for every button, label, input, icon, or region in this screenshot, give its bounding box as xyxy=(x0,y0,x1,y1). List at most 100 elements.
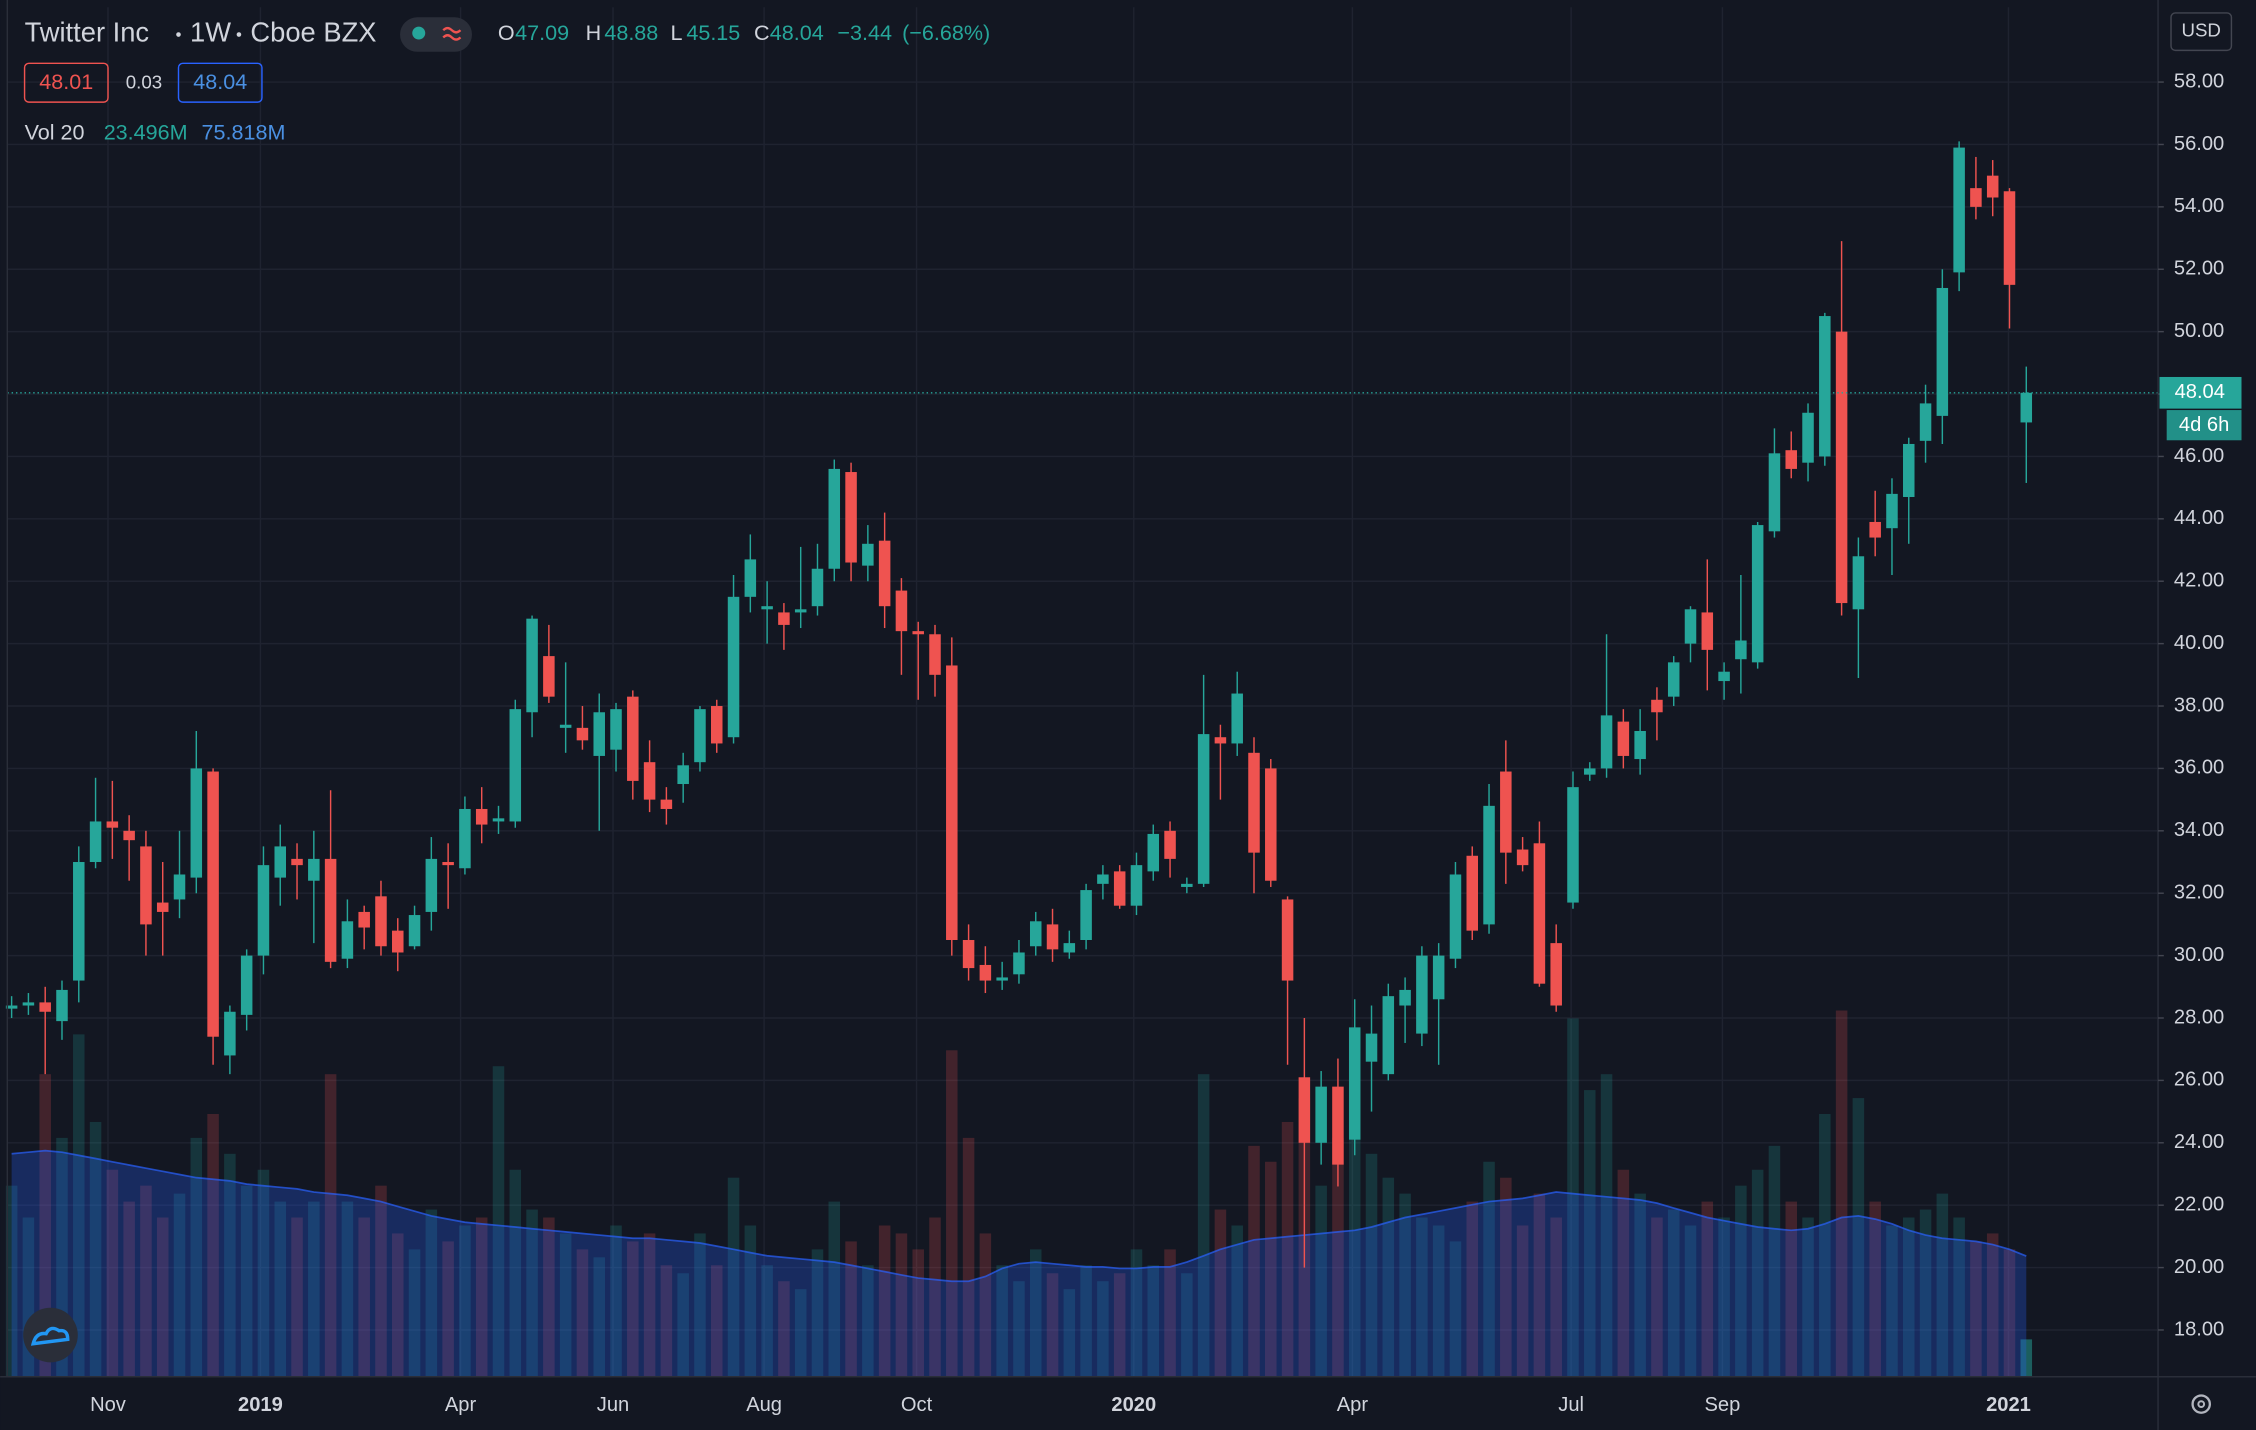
candle-body xyxy=(1130,865,1143,906)
volume-bar xyxy=(996,1265,1008,1377)
candle-body xyxy=(660,799,673,809)
volume-bar xyxy=(1130,1249,1143,1377)
volume-bar xyxy=(1718,1217,1730,1377)
gear xyxy=(2191,1394,2212,1414)
volume-bar xyxy=(5,1185,18,1377)
sell-button[interactable] xyxy=(23,62,109,103)
volume-bar xyxy=(660,1265,673,1377)
volume-bar xyxy=(123,1201,135,1377)
x-tick-label: 2019 xyxy=(238,1394,283,1416)
volume-bar xyxy=(1281,1121,1294,1377)
currency: USD xyxy=(2181,20,2220,41)
volume-bar xyxy=(1852,1098,1865,1377)
candle-body xyxy=(1298,1077,1311,1143)
volume-ma-area xyxy=(11,1150,2027,1377)
volume-bar xyxy=(324,1074,337,1377)
candle-body xyxy=(1802,412,1814,463)
candle-body xyxy=(1886,493,1898,529)
change-percent: (−6.68%) xyxy=(902,20,990,45)
volume-bar xyxy=(1265,1161,1277,1377)
volume-bar xyxy=(1970,1241,1982,1377)
volume-bar xyxy=(744,1225,757,1377)
candle-body xyxy=(1113,871,1126,906)
volume-bar xyxy=(1248,1145,1260,1377)
candle-body xyxy=(1315,1086,1327,1143)
volume-bar xyxy=(1348,1090,1361,1377)
candle-body xyxy=(1869,521,1881,538)
candle-body xyxy=(73,862,85,981)
candle-body xyxy=(123,830,135,841)
volume-bar xyxy=(593,1257,605,1377)
countdown: 4d 6h xyxy=(2179,414,2229,436)
candle-body xyxy=(1248,752,1260,853)
volume-bar xyxy=(828,1201,841,1377)
candle-body xyxy=(2003,191,2016,285)
candle-body xyxy=(1634,730,1646,760)
volume-bar xyxy=(627,1241,639,1377)
candle-body xyxy=(1365,1033,1378,1062)
candle-body xyxy=(1265,768,1277,881)
ohlc-low: 45.15 xyxy=(686,20,740,45)
volume-bar xyxy=(392,1233,404,1377)
volume-bar xyxy=(526,1209,538,1377)
volume-bar xyxy=(358,1217,370,1377)
volume-bar xyxy=(1936,1193,1949,1377)
volume-bar xyxy=(677,1273,689,1377)
y-tick-label: 18.00 xyxy=(2174,1318,2224,1340)
candle-body xyxy=(89,821,102,863)
change: −3.44 xyxy=(837,20,892,45)
volume-value: 23.496M xyxy=(104,119,188,144)
x-tick-label: Apr xyxy=(1337,1394,1369,1416)
volume-bar xyxy=(811,1249,824,1377)
candle-body xyxy=(526,618,538,713)
separator xyxy=(176,32,181,37)
status-toggle[interactable] xyxy=(400,17,472,52)
volume-bar xyxy=(2003,1249,2016,1377)
volume-bar xyxy=(845,1241,857,1377)
volume-bar xyxy=(1953,1217,1965,1377)
volume-bar xyxy=(1550,1217,1562,1377)
volume-bar xyxy=(778,1281,790,1377)
volume-bar xyxy=(962,1137,975,1377)
symbol[interactable]: Twitter Inc xyxy=(25,17,150,48)
volume-bar xyxy=(1919,1209,1932,1377)
candle-body xyxy=(1348,1027,1361,1140)
volume-bar xyxy=(1567,1018,1579,1377)
volume-bar xyxy=(1684,1225,1697,1377)
y-tick-label: 32.00 xyxy=(2174,882,2224,904)
candle-body xyxy=(291,858,303,866)
volume-bar xyxy=(1449,1241,1462,1377)
volume-bar xyxy=(240,1185,253,1377)
volume-bar xyxy=(912,1249,924,1377)
volume-bar xyxy=(895,1233,908,1377)
interval[interactable]: 1W xyxy=(190,17,231,48)
volume-bar xyxy=(610,1225,622,1377)
candle-body xyxy=(1919,403,1932,441)
candle-body xyxy=(207,771,219,1037)
volume-bar xyxy=(22,1217,35,1377)
ohlc-letter: H xyxy=(586,20,602,45)
volume-bar xyxy=(1600,1074,1613,1377)
settings-icon[interactable] xyxy=(2191,1394,2212,1414)
axes: 18.00 20.00 22.00 24.00 26.00 28.00 30.00 32.00… xyxy=(90,70,2242,1416)
candle-body xyxy=(1986,175,1999,198)
buy-button[interactable] xyxy=(177,62,263,103)
candle-body xyxy=(559,724,572,728)
candle-body xyxy=(509,709,522,822)
candle-body xyxy=(1617,721,1630,756)
candle-body xyxy=(1147,833,1160,872)
volume-bar xyxy=(1651,1217,1663,1377)
candle-body xyxy=(1500,771,1512,853)
y-tick-label: 26.00 xyxy=(2174,1069,2224,1091)
volume-bar xyxy=(1500,1177,1512,1377)
candle-body xyxy=(459,808,471,869)
ohlc-letter: C xyxy=(754,20,770,45)
delay-icon xyxy=(442,26,462,41)
logo[interactable] xyxy=(23,1307,78,1363)
currency-button[interactable] xyxy=(2170,12,2233,52)
candle-body xyxy=(324,858,337,962)
volume-bar xyxy=(1432,1225,1445,1377)
candle-body xyxy=(408,915,421,947)
candle-body xyxy=(1667,662,1680,697)
